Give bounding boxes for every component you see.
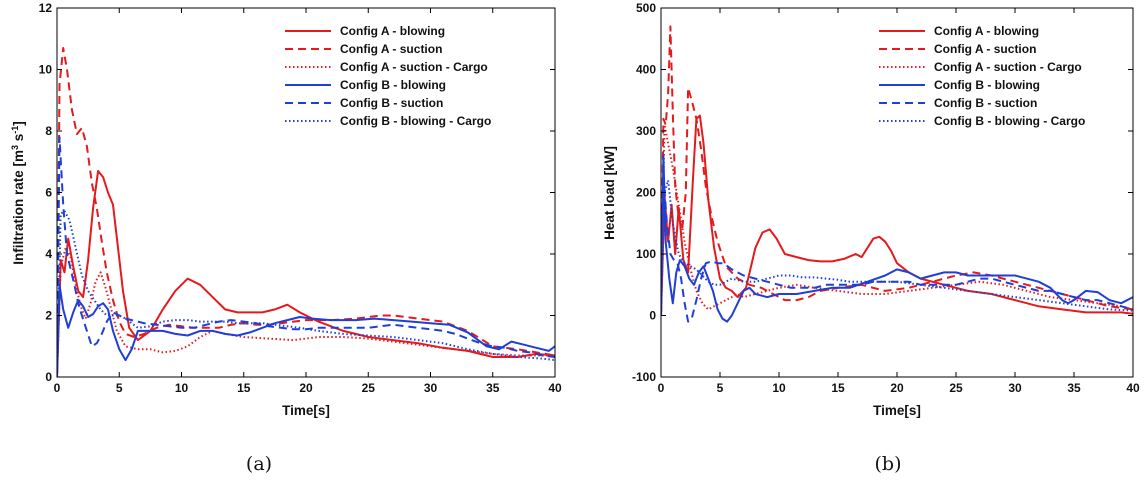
- y-axis-label-b: Heat load [kW]: [602, 146, 617, 240]
- series-line-a-0: [57, 170, 555, 377]
- x-tick-label-a-0: 0: [54, 381, 61, 395]
- y-tick-label-a-4: 8: [45, 124, 52, 138]
- legend-label-a-4: Config B - suction: [340, 96, 443, 110]
- y-tick-label-a-2: 4: [45, 247, 52, 261]
- y-axis-label-a-end: ]: [11, 121, 26, 126]
- y-tick-label-b-2: 100: [636, 247, 656, 261]
- x-tick-label-b-5: 25: [949, 381, 963, 395]
- x-tick-label-b-3: 15: [831, 381, 845, 395]
- legend-label-b-5: Config B - blowing - Cargo: [934, 114, 1085, 128]
- y-tick-label-b-1: 0: [649, 309, 656, 323]
- x-tick-label-b-0: 0: [658, 381, 665, 395]
- legend-label-a-2: Config A - suction - Cargo: [340, 60, 488, 74]
- y-tick-label-b-5: 400: [636, 63, 656, 77]
- x-tick-label-a-2: 10: [175, 381, 189, 395]
- x-ticks-a: 0 5 10 15 20 25 30 35 40: [54, 8, 562, 395]
- y-axis-label-a-sup2: -1: [10, 126, 20, 134]
- x-tick-label-b-2: 10: [772, 381, 786, 395]
- series-line-a-1: [57, 47, 555, 377]
- x-tick-label-a-8: 40: [548, 381, 562, 395]
- caption-a: (a): [246, 453, 272, 475]
- x-axis-label-a: Time[s]: [282, 403, 330, 418]
- series-line-a-3: [57, 283, 555, 377]
- y-tick-label-a-3: 6: [45, 186, 52, 200]
- legend-label-b-2: Config A - suction - Cargo: [934, 60, 1082, 74]
- plot-lines-a: [57, 47, 555, 377]
- y-axis-label-a-mid: s: [11, 134, 26, 145]
- y-axis-label-a-main: Infiltration rate [m: [11, 150, 26, 265]
- y-axis-label-a: Infiltration rate [m3 s-1]: [10, 121, 26, 265]
- legend-label-b-1: Config A - suction: [934, 42, 1036, 56]
- y-tick-label-a-1: 2: [45, 309, 52, 323]
- y-tick-label-a-0: 0: [45, 370, 52, 384]
- y-tick-label-b-6: 500: [636, 1, 656, 15]
- x-tick-label-b-7: 35: [1067, 381, 1081, 395]
- legend-label-a-3: Config B - blowing: [340, 78, 446, 92]
- y-axis-label-a-sup1: 3: [10, 145, 20, 150]
- legend-label-b-4: Config B - suction: [934, 96, 1037, 110]
- x-tick-label-a-3: 15: [237, 381, 251, 395]
- y-tick-label-b-3: 200: [636, 186, 656, 200]
- caption-b: (b): [875, 453, 902, 475]
- x-tick-label-a-4: 20: [299, 381, 313, 395]
- x-tick-label-b-1: 5: [717, 381, 724, 395]
- legend-label-a-1: Config A - suction: [340, 42, 442, 56]
- y-ticks-a: 0 2 4 6 8 10 12: [39, 1, 555, 384]
- legend-a: Config A - blowing Config A - suction Conf…: [285, 24, 491, 128]
- legend-label-b-3: Config B - blowing: [934, 78, 1040, 92]
- x-tick-label-a-1: 5: [116, 381, 123, 395]
- x-tick-label-a-6: 30: [424, 381, 438, 395]
- x-tick-label-b-4: 20: [890, 381, 904, 395]
- x-ticks-b: 0 5 10 15 20 25 30 35 40: [658, 8, 1140, 395]
- plot-lines-b: [661, 25, 1133, 323]
- y-ticks-b: -100 0 100 200 300 400 500: [632, 1, 1133, 384]
- x-tick-label-a-7: 35: [486, 381, 500, 395]
- legend-label-b-0: Config A - blowing: [934, 24, 1039, 38]
- x-tick-label-a-5: 25: [362, 381, 376, 395]
- y-tick-label-a-5: 10: [39, 63, 53, 77]
- series-line-b-3: [661, 154, 1133, 323]
- series-line-b-4: [661, 173, 1133, 323]
- series-line-b-0: [661, 114, 1133, 316]
- series-line-a-5: [57, 209, 555, 377]
- x-tick-label-b-6: 30: [1008, 381, 1022, 395]
- y-tick-label-b-0: -100: [632, 370, 656, 384]
- series-line-b-2: [661, 123, 1133, 316]
- series-line-a-2: [57, 246, 555, 377]
- y-tick-label-a-6: 12: [39, 1, 53, 15]
- y-tick-label-b-4: 300: [636, 124, 656, 138]
- series-line-b-5: [661, 179, 1133, 316]
- legend-label-a-5: Config B - blowing - Cargo: [340, 114, 491, 128]
- legend-b: Config A - blowing Config A - suction Conf…: [879, 24, 1085, 128]
- legend-label-a-0: Config A - blowing: [340, 24, 445, 38]
- x-tick-label-b-8: 40: [1126, 381, 1140, 395]
- series-line-a-4: [57, 136, 555, 377]
- chart-panel-a: 0 5 10 15 20 25 30 35 40 0 2 4 6 8 10 12 Time[s] Infil…: [10, 1, 562, 475]
- x-axis-label-b: Time[s]: [873, 403, 921, 418]
